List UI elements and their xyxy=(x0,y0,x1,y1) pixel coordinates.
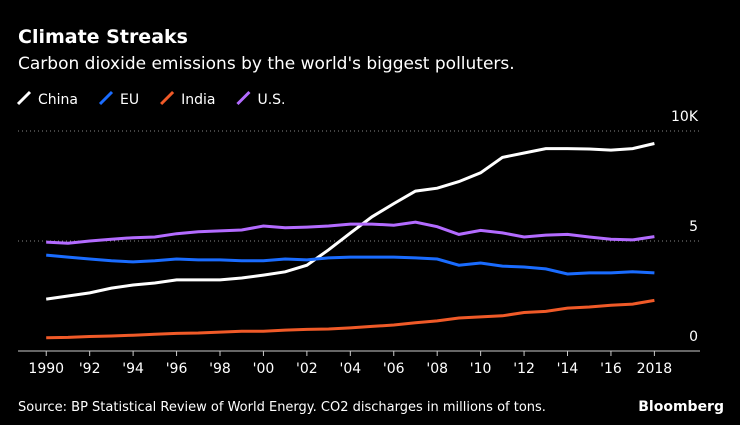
legend-label: EU xyxy=(120,92,139,108)
legend-label: India xyxy=(181,92,215,108)
y-tick-label: 10K xyxy=(671,109,699,125)
x-tick-label: '98 xyxy=(209,361,231,377)
legend-swatch xyxy=(160,90,175,106)
legend-label: China xyxy=(38,92,78,108)
legend-swatch xyxy=(236,90,251,106)
x-tick-label: 2018 xyxy=(637,361,673,377)
x-tick-label: '14 xyxy=(557,361,579,377)
source: Source: BP Statistical Review of World E… xyxy=(18,400,546,415)
x-tick-label: '94 xyxy=(122,361,144,377)
series-line xyxy=(46,220,655,245)
x-tick-label: '04 xyxy=(339,361,361,377)
x-tick-label: '96 xyxy=(166,361,188,377)
chart-subtitle: Carbon dioxide emissions by the world's … xyxy=(18,54,515,74)
legend-label: U.S. xyxy=(257,92,285,108)
x-tick-label: '16 xyxy=(600,361,622,377)
legend-swatch xyxy=(16,90,32,106)
series-line xyxy=(46,298,655,340)
brand: Bloomberg xyxy=(638,399,724,415)
x-tick-label: '08 xyxy=(426,361,448,377)
x-tick-label: '06 xyxy=(383,361,405,377)
x-tick-label: '00 xyxy=(253,361,275,377)
x-tick-label: '02 xyxy=(296,361,318,377)
x-tick-label: 1990 xyxy=(28,361,64,377)
x-tick-label: '92 xyxy=(79,361,101,377)
chart-title: Climate Streaks xyxy=(18,26,188,48)
y-tick-label: 0 xyxy=(689,329,698,345)
legend-swatch xyxy=(98,90,114,106)
x-tick-label: '10 xyxy=(470,361,492,377)
y-tick-label: 5 xyxy=(689,219,698,235)
series-line xyxy=(46,253,655,276)
x-tick-label: '12 xyxy=(513,361,535,377)
series-line xyxy=(45,142,655,301)
